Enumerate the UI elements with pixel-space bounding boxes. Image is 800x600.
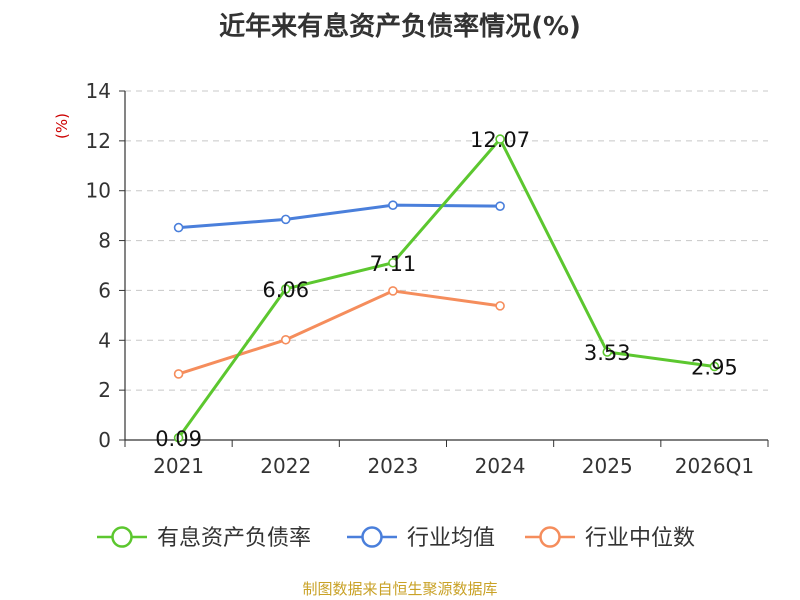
data-label: 12.07: [470, 128, 530, 152]
y-tick-label: 14: [86, 79, 111, 103]
x-axis-ticks: 2021 2022 2023 2024 2025 2026Q1: [124, 440, 769, 478]
legend-marker: [361, 526, 383, 548]
y-tick-label: 12: [86, 129, 111, 153]
data-point: [280, 284, 291, 294]
data-point: [173, 222, 184, 233]
data-label: 6.06: [262, 278, 309, 302]
y-tick-label: 8: [98, 229, 111, 253]
y-tick-label: 10: [86, 179, 111, 203]
data-point: [173, 432, 184, 443]
y-axis-ticks: 0 2 4 6 8 10 12 14: [86, 79, 125, 452]
chart-title: 近年来有息资产负债率情况(%): [219, 11, 581, 42]
series-layer: [173, 134, 720, 443]
y-tick-label: 4: [98, 328, 111, 352]
x-tick-label: 2023: [367, 454, 418, 478]
data-point: [388, 200, 398, 210]
x-tick-label: 2021: [153, 454, 204, 478]
data-label: 0.09: [155, 427, 202, 451]
series-line: [178, 203, 501, 230]
data-point: [280, 334, 291, 345]
data-label: 3.53: [584, 341, 631, 365]
y-tick-label: 6: [98, 278, 111, 302]
legend-label: 行业中位数: [585, 526, 695, 551]
data-point: [602, 347, 613, 357]
source-note: 制图数据来自恒生聚源数据库: [302, 580, 497, 598]
data-point: [388, 286, 398, 296]
series-line: [178, 289, 501, 376]
x-tick-label: 2025: [582, 454, 633, 478]
data-point: [495, 301, 505, 311]
data-point: [495, 201, 505, 211]
series-line: [177, 137, 715, 439]
data-point: [495, 134, 505, 144]
data-label: 7.11: [370, 252, 417, 276]
legend: 有息资产负债率 行业均值 行业中位数: [97, 526, 695, 551]
legend-marker: [111, 526, 133, 548]
data-labels: 0.09 6.06 7.11 12.07 3.53 2.95: [155, 128, 738, 451]
y-axis-unit: (%): [53, 113, 71, 139]
x-tick-label: 2024: [475, 454, 526, 478]
data-label: 2.95: [691, 355, 738, 379]
legend-label: 行业均值: [407, 526, 495, 551]
gridlines: [125, 90, 768, 391]
legend-marker: [539, 526, 561, 548]
y-tick-label: 2: [98, 378, 111, 402]
y-tick-label: 0: [98, 428, 111, 452]
data-point: [709, 361, 720, 372]
axes: [124, 91, 768, 441]
legend-label: 有息资产负债率: [157, 526, 311, 551]
x-tick-label: 2026Q1: [675, 454, 754, 478]
data-point: [280, 214, 291, 225]
x-tick-label: 2022: [260, 454, 311, 478]
data-point: [173, 369, 184, 379]
data-point: [388, 257, 398, 268]
